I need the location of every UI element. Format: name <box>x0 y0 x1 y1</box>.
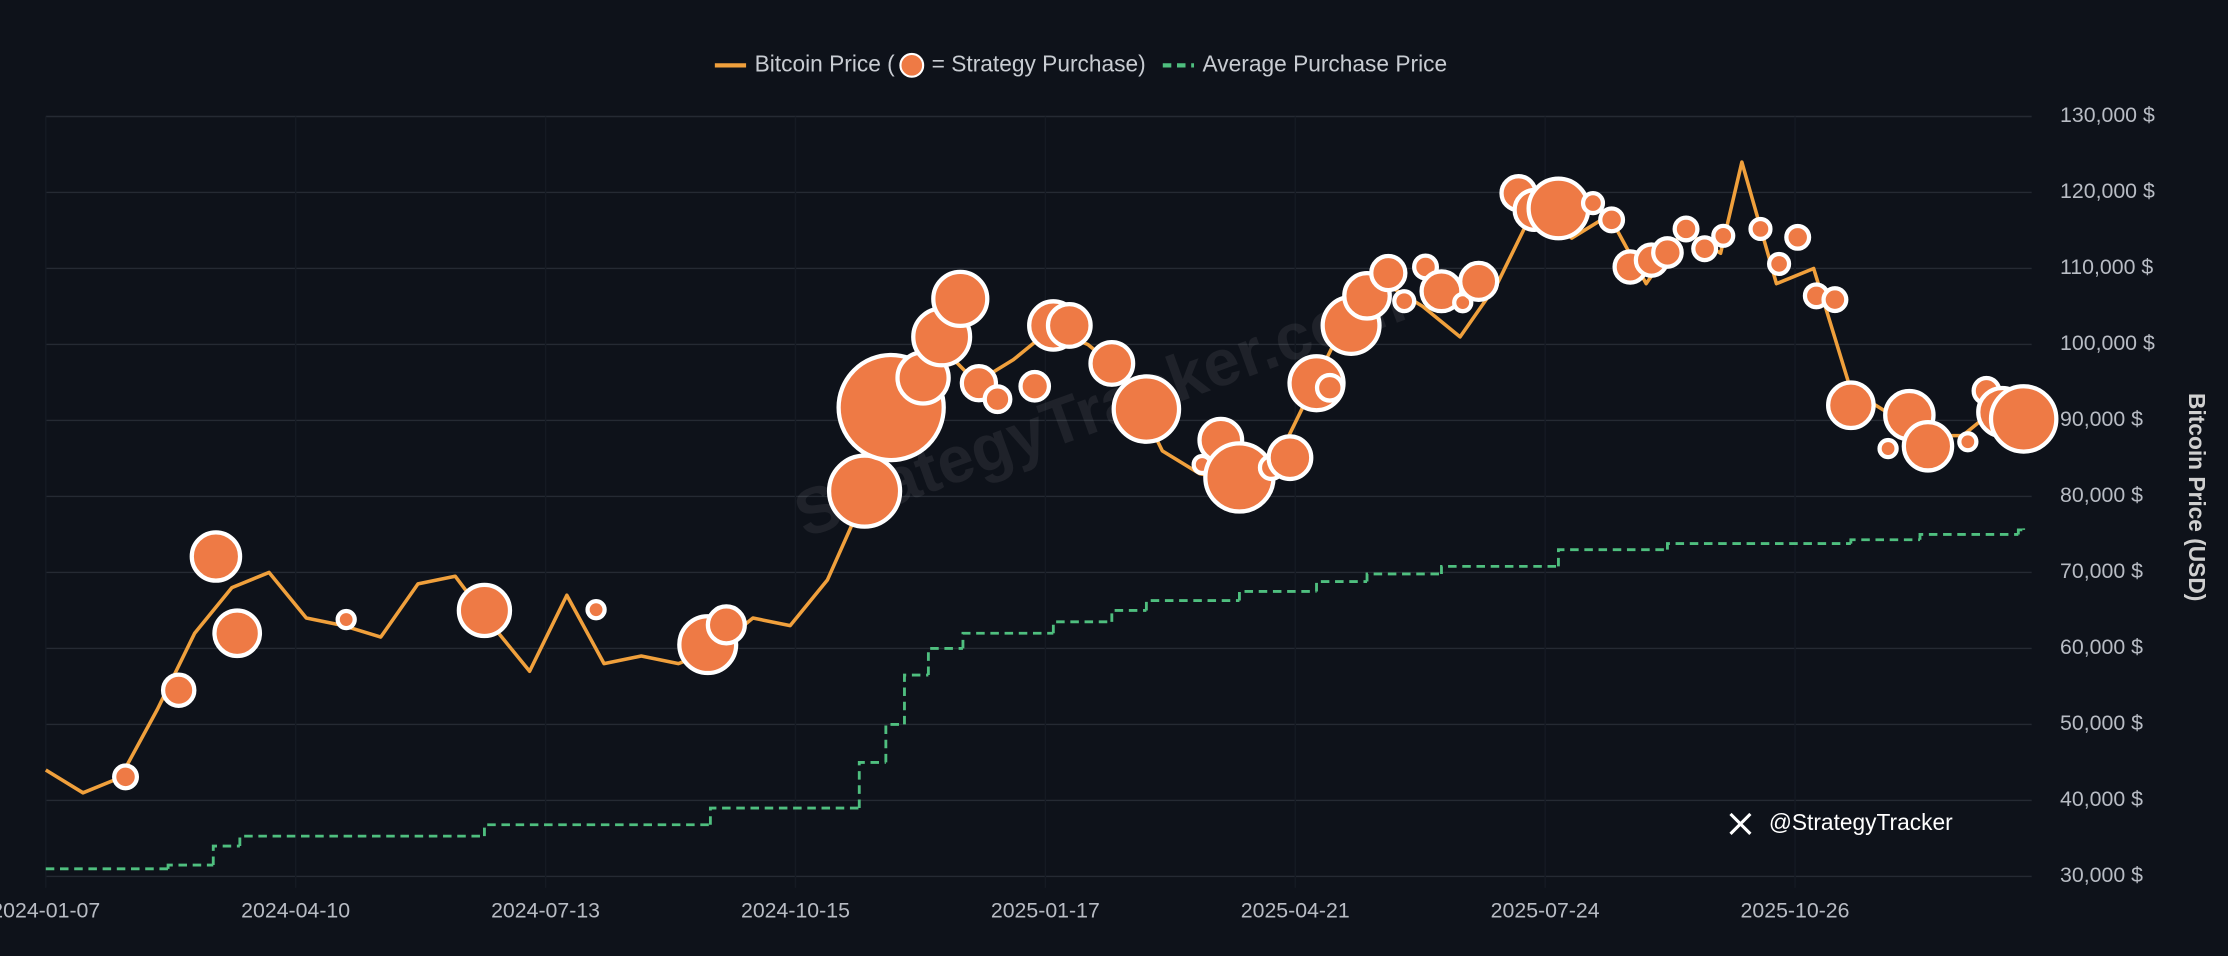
y-tick-label: 70,000 $ <box>2060 559 2143 583</box>
purchase-bubble <box>585 599 607 621</box>
average-step <box>1666 542 1851 550</box>
purchase-bubble <box>456 582 513 639</box>
purchase-bubble <box>1826 380 1876 431</box>
purchase-bubble <box>1711 223 1736 248</box>
average-step <box>926 647 963 676</box>
average-step <box>1849 538 1920 544</box>
purchase-bubble <box>1111 374 1182 444</box>
y-tick-label: 60,000 $ <box>2060 635 2143 659</box>
average-step <box>483 823 711 837</box>
average-step <box>1238 590 1317 601</box>
legend: Bitcoin Price ( = Strategy Purchase) Avera… <box>714 50 1448 78</box>
average-step <box>211 844 240 866</box>
purchase-bubble <box>1877 437 1899 460</box>
attribution: @StrategyTracker <box>1729 809 1953 835</box>
y-tick-label: 80,000 $ <box>2060 483 2143 507</box>
purchase-bubble <box>1392 289 1417 314</box>
x-tick-label: 2025-01-17 <box>991 899 1100 923</box>
legend-swatch <box>899 52 925 78</box>
y-tick-label: 90,000 $ <box>2060 407 2143 431</box>
x-logo <box>1729 812 1752 835</box>
average-step <box>1918 533 2019 540</box>
x-tick-label: 2024-01-07 <box>0 899 100 923</box>
average-step <box>903 673 929 725</box>
purchase-bubble <box>931 269 990 328</box>
average-step <box>166 863 214 869</box>
purchase-bubble <box>335 608 357 631</box>
purchase-bubble <box>1045 302 1093 349</box>
purchase-bubble <box>1691 235 1719 263</box>
purchase-bubble <box>1266 434 1314 482</box>
y-tick-label: 130,000 $ <box>2060 103 2155 127</box>
x-tick-label: 2024-04-10 <box>241 899 350 923</box>
x-tick-label: 2024-10-15 <box>741 899 850 923</box>
average-step <box>884 723 905 763</box>
purchase-bubble <box>1369 253 1408 293</box>
y-tick-label: 100,000 $ <box>2060 331 2155 355</box>
y-tick-label: 120,000 $ <box>2060 179 2155 203</box>
average-step <box>1110 609 1147 622</box>
purchase-bubble <box>212 608 263 659</box>
purchase-bubble <box>1458 260 1500 302</box>
average-step <box>1051 620 1112 634</box>
legend-label: Bitcoin Price ( <box>755 50 896 76</box>
purchase-bubble <box>1088 340 1136 387</box>
purchase-bubble <box>1767 251 1792 276</box>
purchase-bubble <box>826 453 903 529</box>
x-tick-label: 2025-04-21 <box>1241 899 1350 923</box>
purchase-bubble <box>1580 191 1606 216</box>
y-tick-label: 110,000 $ <box>2060 255 2153 279</box>
purchase-bubble <box>112 763 140 791</box>
attribution-text: @StrategyTracker <box>1769 809 1953 835</box>
y-tick-label: 40,000 $ <box>2060 787 2143 811</box>
average-step <box>961 631 1054 649</box>
purchase-bubble <box>1018 369 1052 403</box>
plot <box>44 160 2059 871</box>
purchase-bubble <box>1901 420 1955 473</box>
x-tick-label: 2025-07-24 <box>1491 899 1600 923</box>
purchase-bubble <box>160 672 197 708</box>
purchase-bubble <box>1988 384 2059 454</box>
x-tick-label: 2024-07-13 <box>491 899 600 923</box>
average-step <box>708 806 860 825</box>
purchase-bubble <box>1314 372 1345 403</box>
purchase-bubble <box>1784 223 1812 251</box>
purchase-bubble <box>1672 215 1700 243</box>
purchase-bubble <box>1748 216 1773 242</box>
purchase-bubble <box>189 530 243 583</box>
average-step <box>857 761 886 809</box>
purchase-bubble <box>1821 286 1849 314</box>
purchase-bubble <box>982 384 1013 415</box>
y-tick-label: 30,000 $ <box>2060 863 2143 887</box>
legend-label: Average Purchase Price <box>1203 50 1448 76</box>
purchase-bubble <box>1598 206 1626 234</box>
y-axis-title: Bitcoin Price (USD) <box>2184 393 2210 601</box>
purchase-bubble <box>705 604 747 646</box>
average-step <box>1440 564 1559 574</box>
x-tick-label: 2025-10-26 <box>1741 899 1850 923</box>
average-step <box>1315 580 1368 592</box>
purchase-bubble <box>1651 236 1684 269</box>
average-step <box>2016 528 2024 535</box>
average-step <box>1365 572 1442 582</box>
purchase-bubble <box>1957 431 1979 453</box>
average-step <box>1144 599 1240 611</box>
average-step <box>1557 548 1668 567</box>
y-tick-label: 50,000 $ <box>2060 711 2143 735</box>
average-step <box>238 834 485 847</box>
legend-label: = Strategy Purchase) <box>932 50 1146 76</box>
purchase-bubble <box>1526 176 1591 241</box>
